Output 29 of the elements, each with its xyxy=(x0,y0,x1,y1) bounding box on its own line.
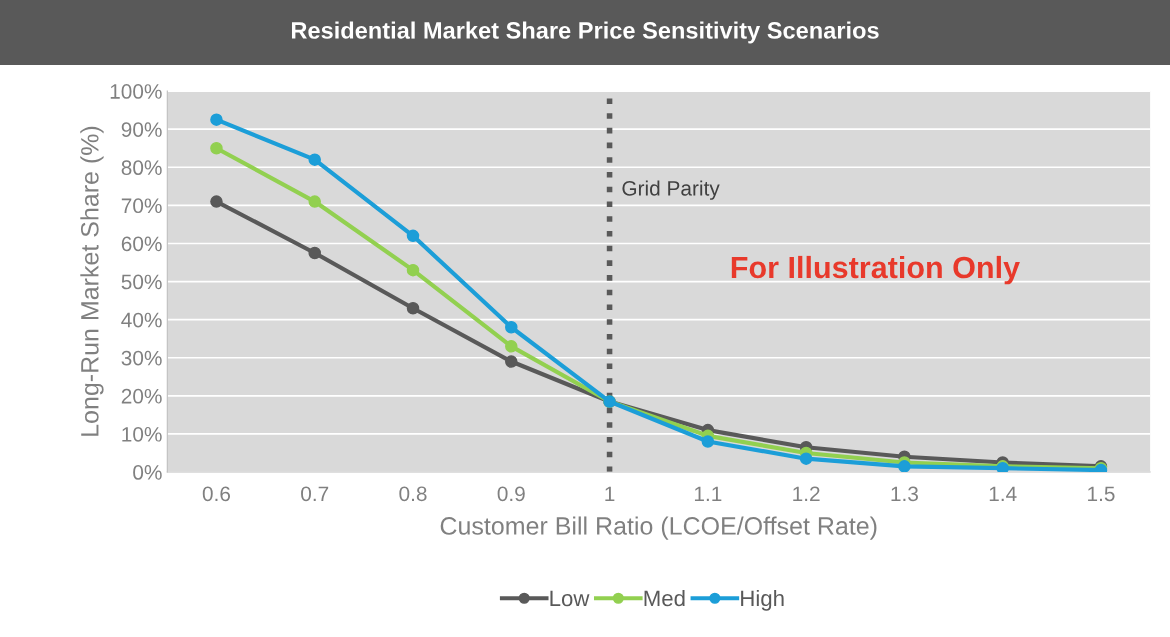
y-tick-label: 90% xyxy=(121,122,162,137)
x-tick-label: 1.2 xyxy=(793,486,820,501)
y-tick-label: 0% xyxy=(133,465,162,480)
chart-title: Residential Market Share Price Sensitivity Scenarios xyxy=(291,21,879,44)
x-tick-label: 1.3 xyxy=(891,486,918,502)
legend-label: Med xyxy=(644,589,685,607)
y-tick-label: 40% xyxy=(121,312,162,328)
x-tick-label: 0.6 xyxy=(202,486,231,502)
y-tick-label: 10% xyxy=(122,426,162,442)
legend-label: Low xyxy=(550,590,590,607)
y-tick-label: 100% xyxy=(110,84,162,99)
y-tick-label: 30% xyxy=(121,350,162,366)
x-tick-label: 0.8 xyxy=(399,486,427,502)
ref-line-label: Grid Parity xyxy=(622,180,720,200)
legend-label: High xyxy=(741,589,784,611)
y-tick-label: 20% xyxy=(121,388,162,404)
y-tick-label: 60% xyxy=(121,236,162,252)
annotation: For Illustration Only xyxy=(731,255,1020,285)
x-tick-label: 1 xyxy=(605,486,615,501)
x-tick-label: 1.1 xyxy=(694,486,722,501)
x-axis-title: Customer Bill Ratio (LCOE/Offset Rate) xyxy=(440,516,877,540)
x-tick-label: 0.7 xyxy=(301,486,329,502)
y-tick-label: 80% xyxy=(121,160,162,176)
x-tick-label: 1.5 xyxy=(1088,486,1115,502)
x-tick-label: 0.9 xyxy=(497,486,525,502)
y-axis-title: Long-Run Market Share (%) xyxy=(80,126,104,436)
y-tick-label: 70% xyxy=(121,198,162,214)
x-tick-label: 1.4 xyxy=(989,486,1017,501)
y-tick-label: 50% xyxy=(121,274,162,290)
